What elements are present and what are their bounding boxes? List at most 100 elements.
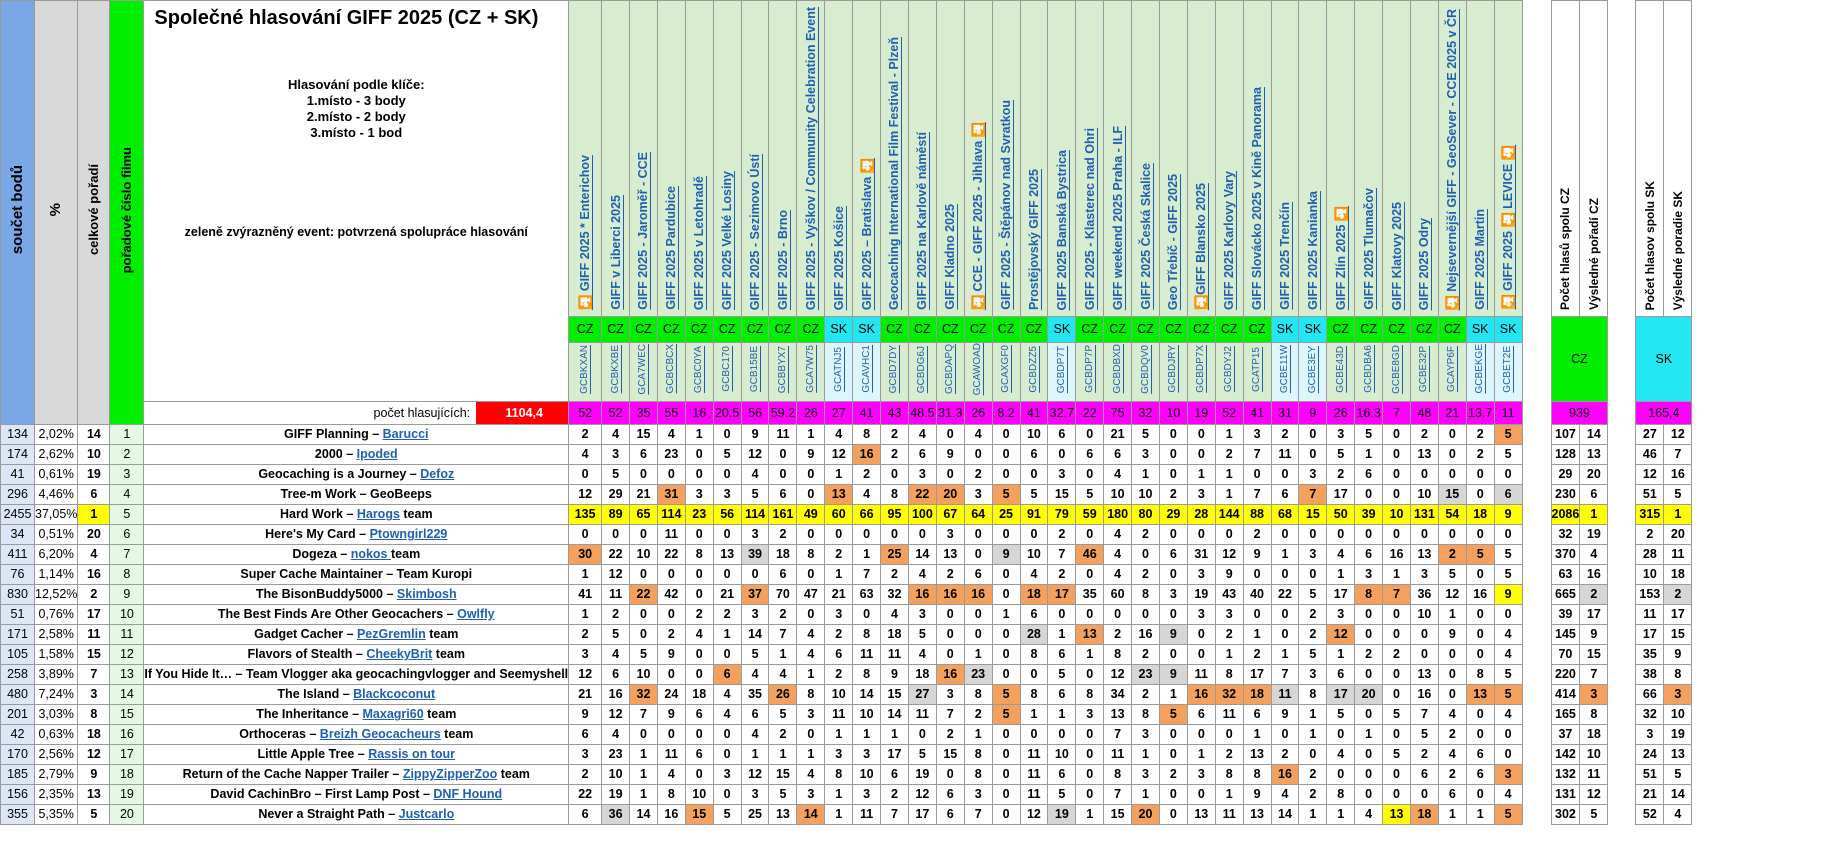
author-link[interactable]: PezGremlin xyxy=(356,627,426,642)
event-name-header[interactable]: Geo Třebíč - GIFF 2025 xyxy=(1158,0,1188,317)
event-code-cell[interactable]: GCBEKGE xyxy=(1465,341,1495,403)
event-code-cell[interactable]: GCBDP7P xyxy=(1075,341,1105,403)
event-name-header[interactable]: GIFF 2025 Velké Losiny xyxy=(712,0,742,317)
event-code-link[interactable]: GCBDYJ2 xyxy=(1223,346,1235,393)
event-code-link[interactable]: GCBDP7T xyxy=(1055,345,1067,393)
author-link[interactable]: CheekyBrit xyxy=(366,647,433,662)
event-name-header[interactable]: GIFF 2025 - Sezimovo Ústí xyxy=(740,0,770,317)
event-name-link[interactable]: 🎦GIFF Blansko 2025 xyxy=(1194,182,1209,310)
event-name-header[interactable]: GIFF 2025 Pardubice xyxy=(656,0,686,317)
event-name-link[interactable]: GIFF 2025 Pardubice xyxy=(664,186,679,310)
event-name-link[interactable]: GIFF 2025 - Klasterec nad Ohri xyxy=(1082,127,1097,310)
event-name-header[interactable]: GIFF 2025 Odry xyxy=(1409,0,1439,317)
event-code-cell[interactable]: GCBBYX7 xyxy=(768,341,798,403)
author-link[interactable]: Harogs xyxy=(356,507,400,522)
event-name-header[interactable]: 🎦 GIFF 2025 🎦 LEVICE 🎦 xyxy=(1493,0,1523,317)
event-name-link[interactable]: GIFF Klatovy 2025 xyxy=(1389,201,1404,310)
event-code-link[interactable]: GCBE3EY xyxy=(1306,345,1318,393)
event-name-link[interactable]: GIFF Slovácko 2025 v Kině Panorama xyxy=(1250,86,1265,310)
event-code-cell[interactable]: GCA7WEC xyxy=(629,341,658,403)
event-code-link[interactable]: GCBDBXD xyxy=(1111,344,1123,394)
event-code-cell[interactable]: GCBDBA6 xyxy=(1354,341,1384,403)
event-code-cell[interactable]: GCBDJRY xyxy=(1158,341,1188,403)
event-name-link[interactable]: GIFF 2025 Banská Bystrica xyxy=(1054,149,1069,311)
event-code-cell[interactable]: GCBE8GD xyxy=(1382,341,1411,403)
event-code-link[interactable]: GCAVHC1 xyxy=(860,345,872,394)
event-code-link[interactable]: GCBE11W xyxy=(1278,345,1290,394)
event-code-link[interactable]: GCATP15 xyxy=(1251,346,1263,392)
event-code-link[interactable]: GCA7WEC xyxy=(637,343,649,395)
event-name-link[interactable]: GIFF 2025 Velké Losiny xyxy=(720,171,735,310)
event-code-link[interactable]: GCAYP6F xyxy=(1446,346,1458,393)
event-name-header[interactable]: GIFF Klatovy 2025 xyxy=(1382,0,1411,317)
event-code-link[interactable]: GCBDQV0 xyxy=(1139,344,1151,394)
event-code-link[interactable]: GCAXGF0 xyxy=(1000,345,1012,394)
event-name-link[interactable]: GIFF 2025 v Letohradě xyxy=(692,175,707,310)
event-code-cell[interactable]: GCATP15 xyxy=(1242,341,1272,403)
event-code-cell[interactable]: GCBE3EY xyxy=(1298,341,1328,403)
event-name-header[interactable]: GIFF 2025 na Karlově náměstí xyxy=(907,0,937,317)
author-link[interactable]: ZippyZipperZoo xyxy=(402,767,498,782)
event-code-cell[interactable]: GCAYP6F xyxy=(1437,341,1467,403)
author-link[interactable]: Owlfly xyxy=(457,607,495,622)
event-name-link[interactable]: Geocaching International Film Festival -… xyxy=(887,37,902,310)
event-code-link[interactable]: GCBDAPQ xyxy=(944,344,956,395)
event-code-link[interactable]: GCBDBA6 xyxy=(1362,345,1374,394)
event-name-link[interactable]: 🎦 Nejsevernější GIFF - GeoSever - CCE 20… xyxy=(1445,8,1460,311)
event-code-link[interactable]: GCBD7DY xyxy=(888,345,900,394)
event-name-link[interactable]: GIFF Zlín 2025 🎦 xyxy=(1333,205,1348,310)
event-name-link[interactable]: GIFF 2025 - Vyškov / Community Celebrati… xyxy=(803,6,818,310)
event-code-link[interactable]: GCBDP7P xyxy=(1083,345,1095,394)
event-code-cell[interactable]: GCBDZZ5 xyxy=(1019,341,1049,403)
event-code-cell[interactable]: GCBDAPQ xyxy=(935,341,965,403)
event-code-cell[interactable]: GCBDBXD xyxy=(1103,341,1133,403)
event-code-cell[interactable]: GCBDQV0 xyxy=(1131,341,1160,403)
event-code-cell[interactable]: GCBDG6J xyxy=(907,341,937,403)
event-code-cell[interactable]: GCBDP7X xyxy=(1186,341,1216,403)
event-name-header[interactable]: 🎦 GIFF 2025 * Enterichov xyxy=(568,0,603,317)
event-name-header[interactable]: 🎦 Nejsevernější GIFF - GeoSever - CCE 20… xyxy=(1437,0,1467,317)
event-code-link[interactable]: GCA7W75 xyxy=(804,345,816,394)
event-code-link[interactable]: GCBEKGE xyxy=(1474,344,1486,394)
event-name-header[interactable]: GIFF 2025 - Jaroměř - CCE xyxy=(629,0,658,317)
event-name-header[interactable]: GIFF 2025 Martin xyxy=(1465,0,1495,317)
event-code-cell[interactable]: GCBC0YA xyxy=(684,341,714,403)
event-name-header[interactable]: GIFF 2025 - Vyškov / Community Celebrati… xyxy=(796,0,826,317)
event-code-link[interactable]: GCBET2E xyxy=(1502,345,1514,393)
event-code-cell[interactable]: GCBE43D xyxy=(1326,341,1356,403)
event-code-link[interactable]: GCBKXBE xyxy=(609,345,621,394)
event-name-link[interactable]: GIFF 2025 Martin xyxy=(1473,209,1488,310)
event-name-link[interactable]: Geo Třebíč - GIFF 2025 xyxy=(1166,173,1181,310)
author-link[interactable]: Maxagri60 xyxy=(362,707,424,722)
event-code-link[interactable]: GCB15BE xyxy=(749,346,761,393)
event-name-link[interactable]: 🎦 GIFF 2025 🎦 LEVICE 🎦 xyxy=(1501,145,1516,310)
event-code-link[interactable]: GCAWOAD xyxy=(972,343,984,396)
event-code-link[interactable]: GCBC0YA xyxy=(693,345,705,393)
event-name-header[interactable]: GIFF 2025 Banská Bystrica xyxy=(1047,0,1077,317)
event-code-cell[interactable]: GCBCBCX xyxy=(656,341,686,403)
event-code-cell[interactable]: GCBKXAN xyxy=(568,341,603,403)
event-name-link[interactable]: GIFF 2025 Košice xyxy=(831,205,846,310)
event-name-header[interactable]: 🎦 CCE - GIFF 2025 - Jihlava 🎦 xyxy=(963,0,993,317)
author-link[interactable]: Rassis on tour xyxy=(368,747,456,762)
event-name-header[interactable]: GIFF 2025 v Letohradě xyxy=(684,0,714,317)
event-code-link[interactable]: GCATNJ5 xyxy=(832,346,844,392)
event-name-link[interactable]: GIFF 2025 Tlumačov xyxy=(1361,188,1376,310)
event-code-cell[interactable]: GCBET2E xyxy=(1493,341,1523,403)
event-name-header[interactable]: GIFF 2025 Tlumačov xyxy=(1354,0,1384,317)
event-code-link[interactable]: GCBDZZ5 xyxy=(1027,345,1039,393)
event-name-header[interactable]: GIFF v Liberci 2025 xyxy=(601,0,631,317)
event-code-link[interactable]: GCBKXAN xyxy=(579,344,591,394)
event-name-link[interactable]: 🎦 GIFF 2025 * Enterichov xyxy=(578,155,593,310)
event-code-cell[interactable]: GCA7W75 xyxy=(796,341,826,403)
event-name-link[interactable]: GIFF 2025 - Sezimovo Ústí xyxy=(748,153,763,310)
event-code-cell[interactable]: GCBE11W xyxy=(1270,341,1300,403)
event-code-link[interactable]: GCBCBCX xyxy=(665,344,677,394)
author-link[interactable]: DNF Hound xyxy=(433,787,503,802)
event-name-link[interactable]: GIFF 2025 Odry xyxy=(1417,217,1432,310)
event-name-link[interactable]: GIFF weekend 2025 Praha - ILF xyxy=(1110,125,1125,310)
event-code-cell[interactable]: GCBDYJ2 xyxy=(1214,341,1244,403)
event-code-cell[interactable]: GCBKXBE xyxy=(601,341,631,403)
event-name-header[interactable]: GIFF 2025 Kanianka xyxy=(1298,0,1328,317)
event-name-link[interactable]: Prostějovský GIFF 2025 xyxy=(1026,168,1041,310)
